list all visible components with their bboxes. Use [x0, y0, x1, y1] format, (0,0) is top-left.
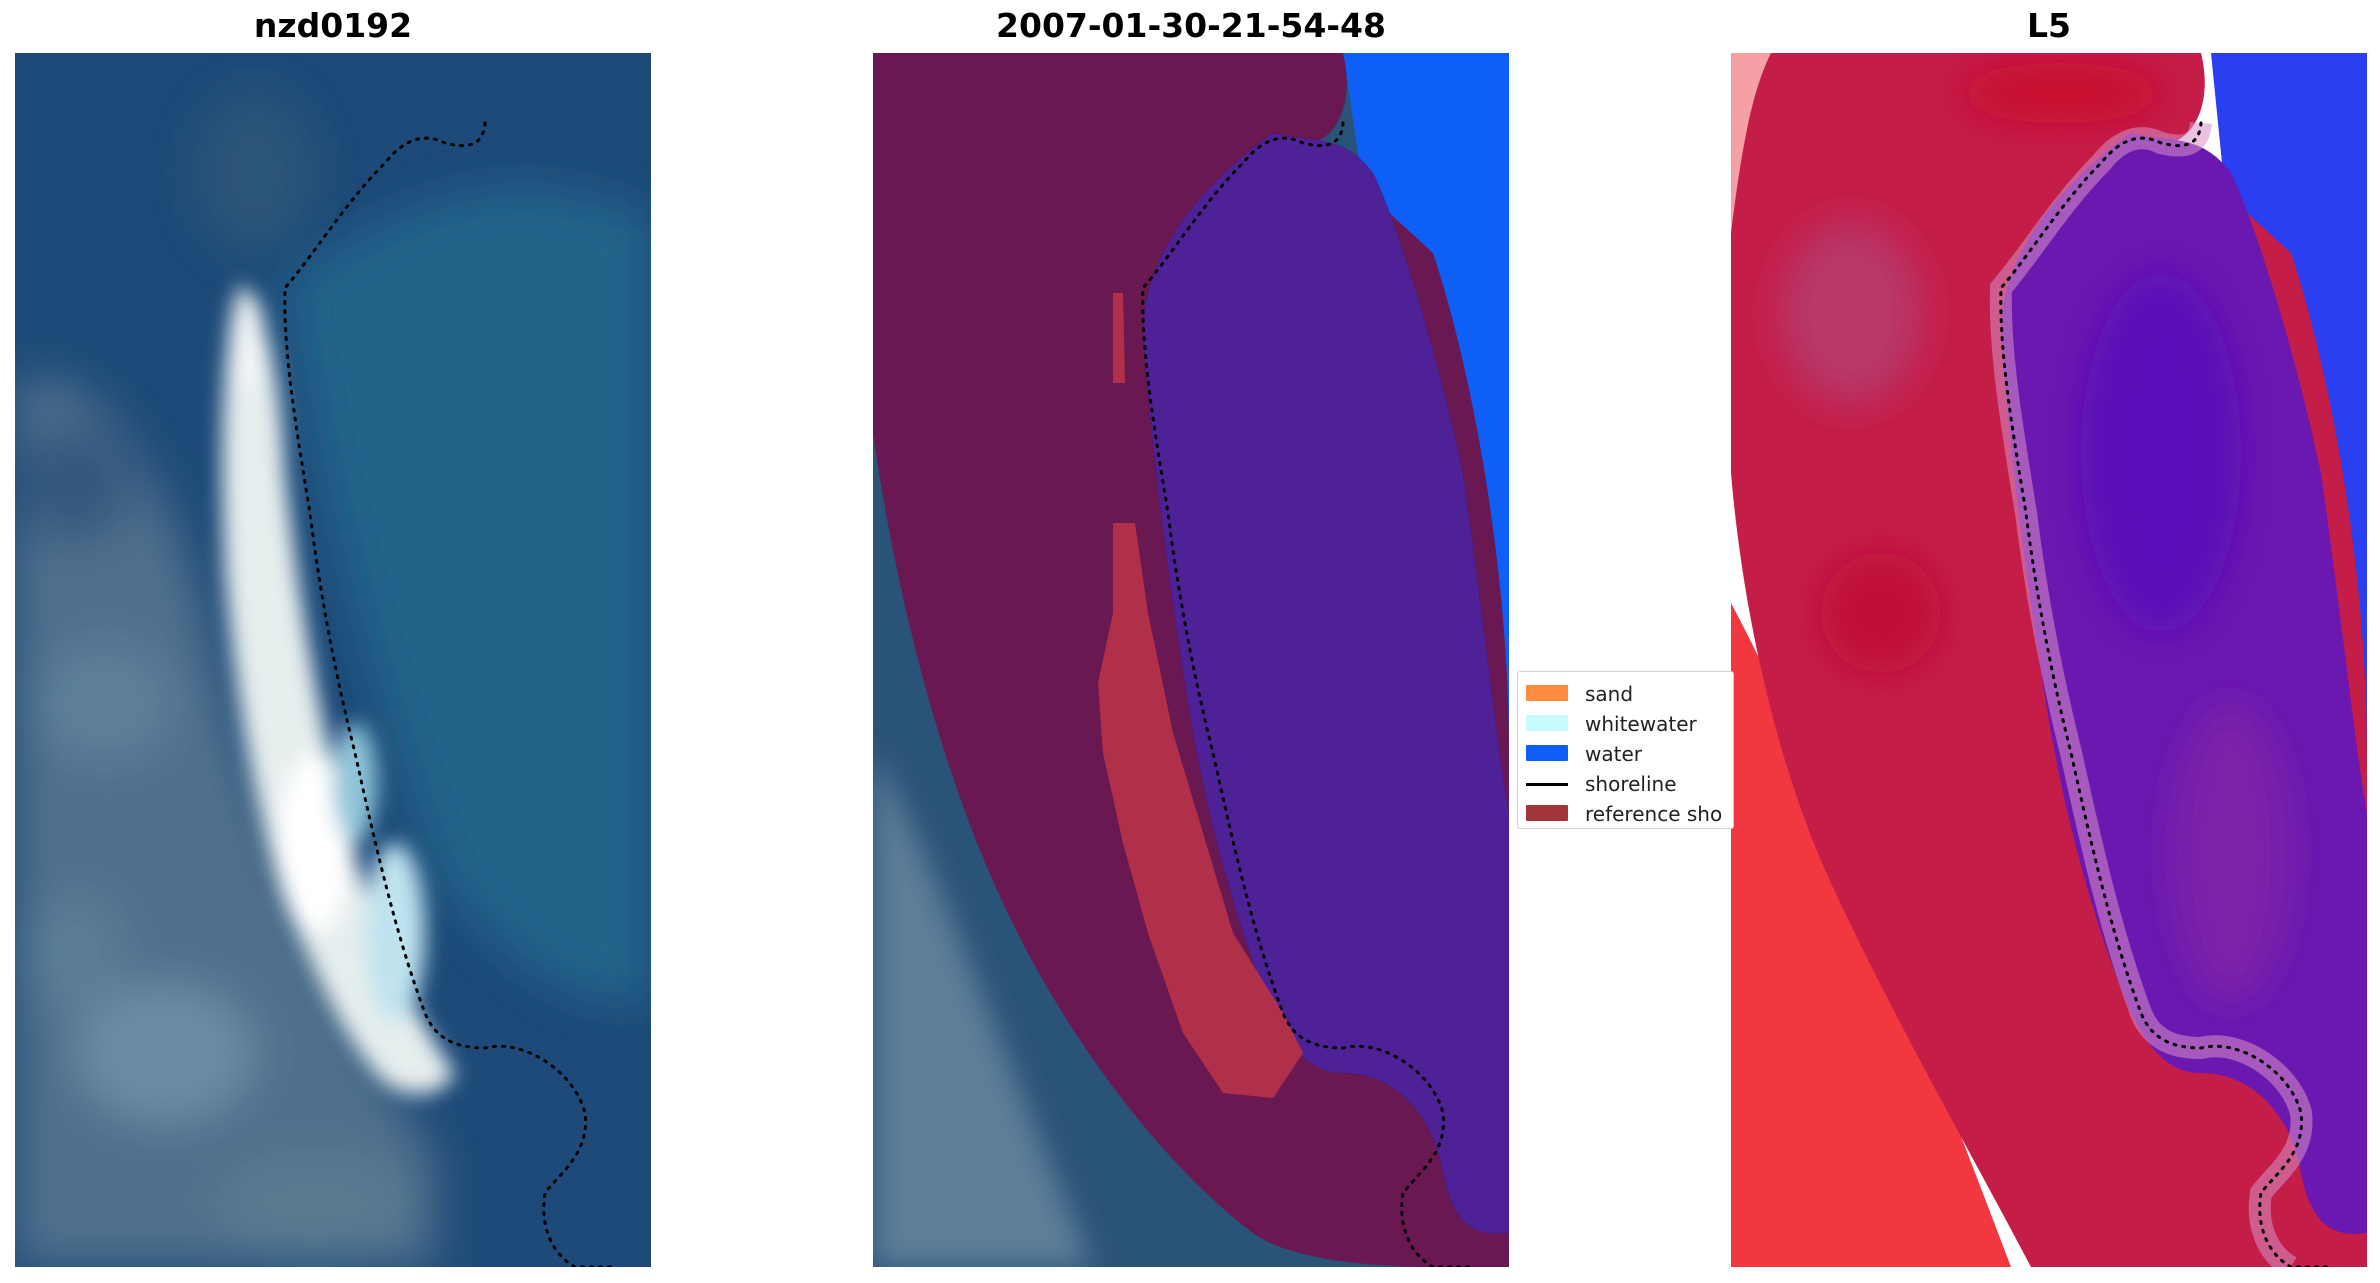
legend-item-whitewater: whitewater — [1518, 712, 1733, 736]
legend-label: whitewater — [1585, 712, 1697, 736]
classification-panel — [873, 53, 1509, 1267]
reference-shoreline-dotted — [283, 121, 617, 1267]
legend-color-swatch — [1526, 805, 1568, 821]
index-panel — [1731, 53, 2367, 1267]
panel-title-index: L5 — [2027, 6, 2071, 45]
legend-item-sand: sand — [1518, 682, 1733, 706]
legend-label: water — [1585, 742, 1642, 766]
legend-item-reference-sho: reference sho — [1518, 802, 1733, 826]
reference-shoreline-dotted — [1999, 121, 2333, 1267]
legend-item-shoreline: shoreline — [1518, 772, 1733, 796]
panel-title-image: nzd0192 — [253, 6, 413, 45]
legend-line-swatch — [1526, 783, 1568, 786]
legend: sand whitewater water shoreline reference sh… — [1517, 671, 1734, 829]
legend-item-water: water — [1518, 742, 1733, 766]
legend-color-swatch — [1526, 745, 1568, 761]
panel-title-classification: 2007-01-30-21-54-48 — [996, 6, 1386, 45]
satellite-image-panel — [15, 53, 651, 1267]
legend-label: sand — [1585, 682, 1634, 706]
legend-label: reference sho — [1585, 802, 1723, 826]
legend-color-swatch — [1526, 715, 1568, 731]
legend-color-swatch — [1526, 685, 1568, 701]
legend-label: shoreline — [1585, 772, 1677, 796]
reference-shoreline-dotted — [1141, 121, 1475, 1267]
